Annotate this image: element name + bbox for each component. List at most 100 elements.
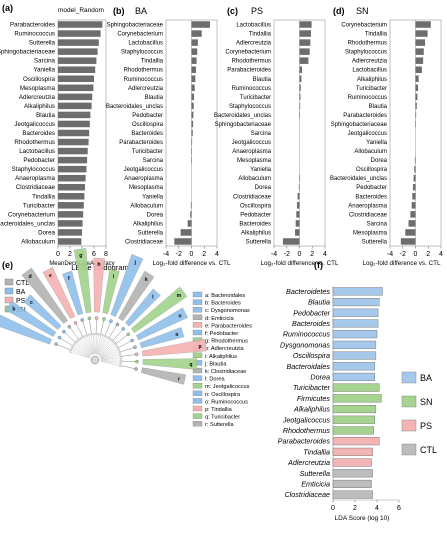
category-label-alkaliphilus: Alkaliphilus [293, 405, 330, 414]
panel-label: (e) [2, 260, 13, 270]
clade-letter-i: i [113, 274, 115, 280]
category-label-mesoplasma: Mesoplasma [353, 230, 388, 236]
x-tick-label: 0 [331, 505, 335, 512]
category-label-parabacteroides: Parabacteroides [10, 22, 55, 29]
clade-letter-e: e [49, 273, 52, 279]
bar-dorea [414, 156, 416, 164]
inner-branch [84, 335, 93, 355]
bar-clostridiaceae [297, 193, 300, 200]
clade-branch [75, 322, 84, 338]
clade-branch [108, 324, 118, 339]
inner-node [119, 360, 123, 364]
category-label-pedobacter: Pedobacter [240, 212, 271, 218]
category-label-sarcina: Sarcina [34, 58, 56, 65]
inner-node [105, 335, 108, 338]
bar-ruminococcus [332, 330, 378, 339]
x-tick-label: 4 [375, 505, 379, 512]
inner-node [119, 354, 122, 358]
category-label-yaniella: Yaniella [142, 194, 164, 200]
inner-branch [73, 344, 91, 357]
inner-branch [99, 343, 115, 357]
bar-sutterella [282, 238, 300, 245]
legend-label-ba: BA [16, 289, 26, 296]
category-label-oscillospira: Oscillospira [293, 351, 330, 360]
x-tick-label: 2 [353, 505, 357, 512]
bar-turicibacter [415, 84, 419, 92]
bar-dorea [190, 211, 192, 218]
category-label-anaeroplasma: Anaeroplasma [348, 203, 387, 209]
clade-sector-b [5, 300, 57, 337]
bar-parabacteroides [332, 437, 380, 446]
inner-branch [98, 337, 109, 355]
bar-blautia [332, 297, 380, 307]
category-label-yaniella: Yaniella [33, 67, 55, 74]
x-tick-label: 8 [104, 251, 108, 258]
inner-branch [72, 346, 90, 357]
inner-node [95, 332, 99, 336]
category-label-dysgonomonas: Dysgonomonas [280, 340, 330, 349]
key-label-adlercreutzia: h: Adlercreutzia [205, 346, 244, 352]
category-label-staphylococcus: Staphylococcus [345, 50, 387, 56]
key-label-clostridiaceae: k: Clostridiaceae [205, 369, 246, 375]
clade-letter-l: l [152, 294, 154, 300]
key-label-sutterella: r: Sutterella [205, 422, 234, 428]
clade-branch [95, 318, 97, 335]
inner-node [119, 362, 122, 366]
category-label-sphingobacteriaceae: Sphingobacteriaceae [107, 23, 164, 29]
bar-corynebacterium [58, 211, 84, 218]
bar-oscillospira [191, 120, 194, 128]
clade-node-r [134, 367, 138, 371]
clade-node-d [67, 325, 72, 329]
bar-allobaculum [299, 174, 300, 182]
bar-bacteroides [332, 319, 379, 328]
category-label-parabacteroides: Parabacteroides [343, 113, 387, 119]
bar-allobaculum [58, 238, 82, 245]
category-label-turicibacter: Turicibacter [132, 149, 163, 155]
inner-node [119, 356, 123, 360]
clade-sector-g [73, 248, 92, 314]
key-label-turicibacter: q: Turicibacter [205, 415, 240, 421]
bar-bacteroidales-unclas [299, 111, 300, 119]
inner-node [103, 334, 107, 338]
clade-node-o [133, 345, 137, 349]
inner-branch [100, 360, 121, 363]
clade-node-b [57, 335, 62, 340]
clade-sector-q [142, 358, 198, 370]
category-label-clostridiaceae: Clostridiaceae [125, 239, 164, 245]
category-label-rhodothermus: Rhodothermus [124, 68, 163, 74]
inner-node [107, 336, 110, 339]
clade-node-f [80, 318, 84, 322]
inner-node [93, 332, 97, 336]
category-label-allobaculum: Allobaculum [238, 176, 271, 182]
bar-clostridiaceae [174, 238, 192, 245]
bar-bacteroidales-unclas [58, 220, 83, 227]
key-label-blautia: j: Blautia [204, 361, 227, 367]
category-label-bacteroidales-unclas: Bacteroidales_unclas [330, 176, 387, 182]
inner-branch [96, 335, 104, 355]
category-label-dorea: Dorea [371, 158, 388, 164]
category-label-tindallia: Tindallia [303, 447, 330, 456]
category-label-jeotgalicoccus: Jeotgalicoccus [232, 140, 271, 146]
inner-branch [99, 344, 117, 357]
key-swatch [192, 322, 203, 328]
x-axis-label: Log₂-fold difference vs. CTL [153, 260, 231, 267]
inner-branch [98, 340, 112, 356]
clade-letter-d: d [29, 274, 32, 280]
bar-adlercreutzia [415, 57, 424, 64]
panel-label: (d) [333, 6, 345, 16]
bar-oscillospira [332, 351, 377, 360]
panel-a-random-forest-chart: (a) model_Random Parabacteroides Ruminococc… [0, 3, 115, 267]
clade-sector-c [23, 294, 62, 330]
category-label-allobaculum: Allobaculum [21, 238, 55, 245]
x-tick-label: 4 [215, 251, 219, 258]
bar-adlercreutzia [191, 84, 195, 92]
bar-pedobacter [58, 156, 88, 164]
inner-node [72, 343, 76, 346]
clade-letter-r: r [178, 376, 180, 382]
category-label-blautia: Blautia [308, 298, 330, 307]
bar-mesoplasma [58, 84, 94, 92]
category-label-ruminococcus: Ruminococcus [232, 86, 271, 92]
inner-node [80, 336, 83, 339]
bar-pedobacter [191, 111, 194, 119]
category-label-parabacteroides: Parabacteroides [119, 140, 163, 146]
